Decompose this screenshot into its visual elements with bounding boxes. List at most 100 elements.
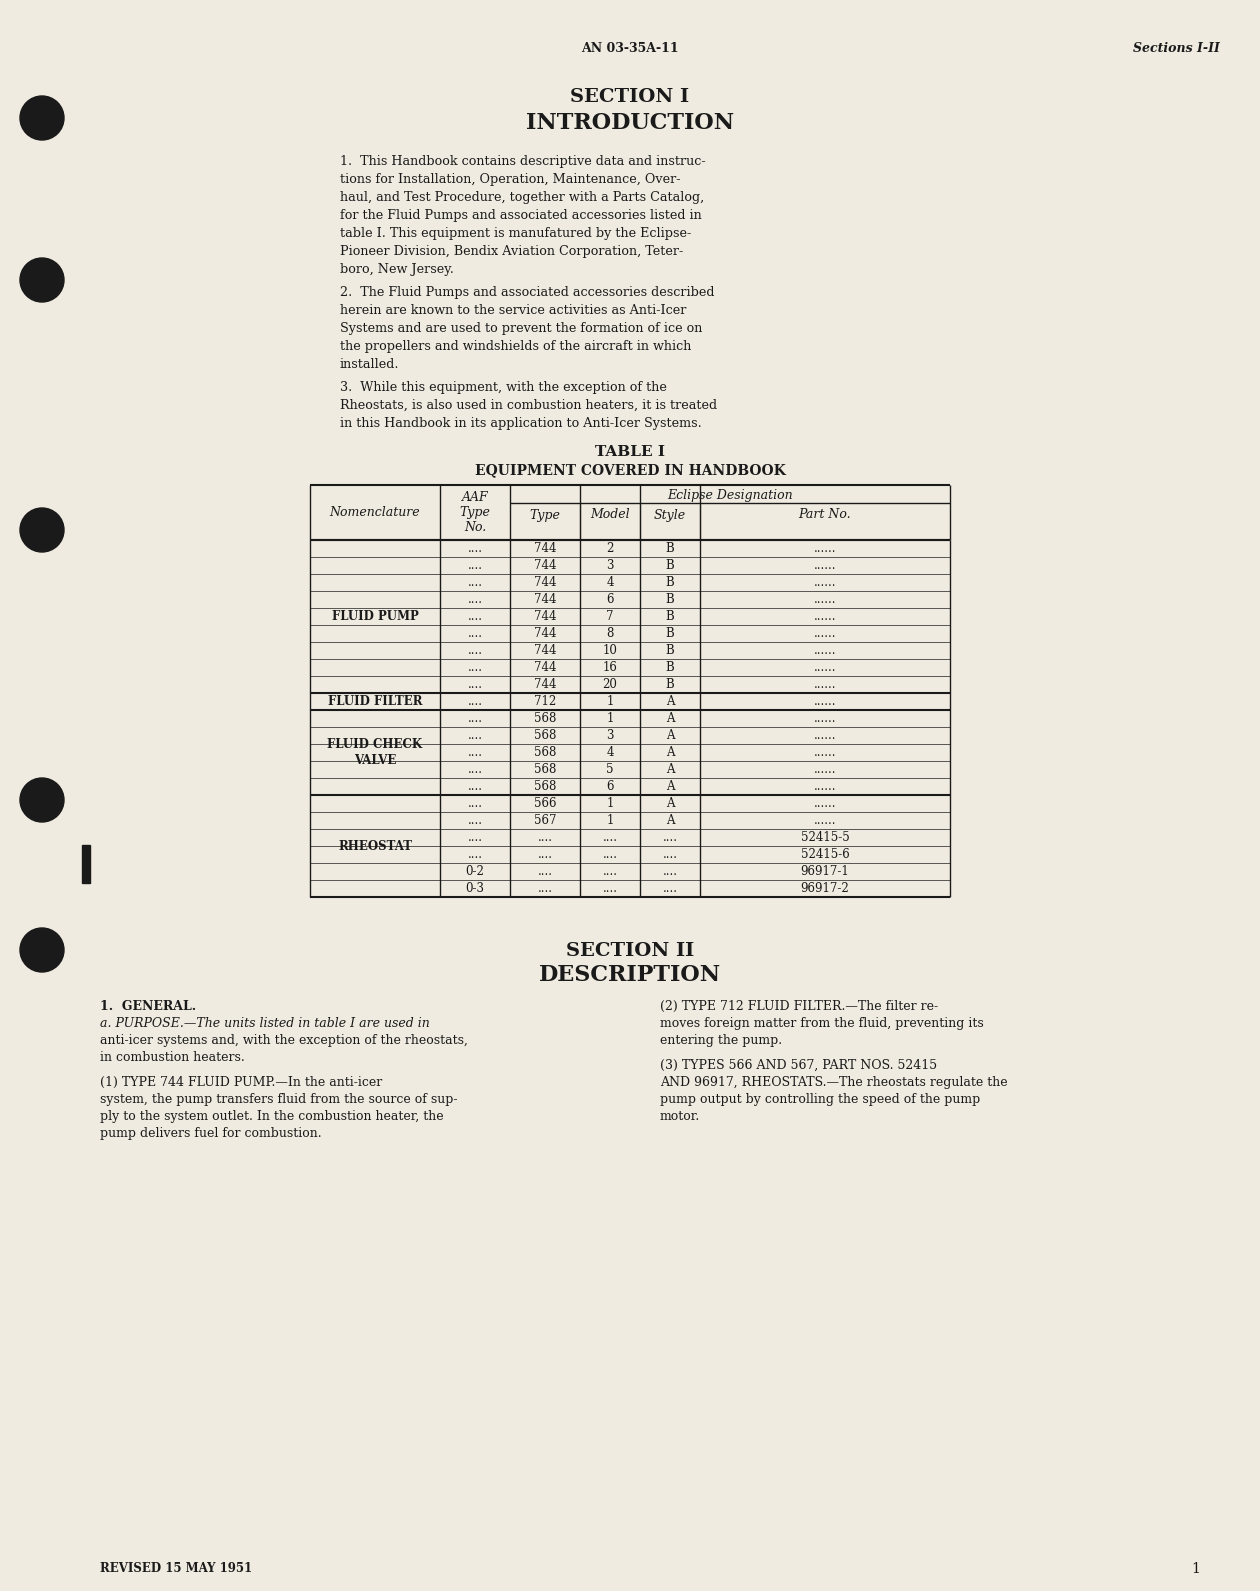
Circle shape [20,778,64,823]
Text: Rheostats, is also used in combustion heaters, it is treated: Rheostats, is also used in combustion he… [340,399,717,412]
Text: Eclipse Designation: Eclipse Designation [668,488,793,501]
Text: 8: 8 [606,627,614,640]
Text: (1) TYPE 744 FLUID PUMP.—In the anti-icer: (1) TYPE 744 FLUID PUMP.—In the anti-ice… [100,1076,382,1088]
Text: FLUID CHECK
VALVE: FLUID CHECK VALVE [328,738,422,767]
Text: 7: 7 [606,609,614,624]
Text: ....: .... [538,866,552,878]
Text: 568: 568 [534,729,556,741]
Text: ......: ...... [814,543,837,555]
Text: B: B [665,593,674,606]
Text: ....: .... [467,558,483,573]
Text: SECTION II: SECTION II [566,942,694,959]
Text: A: A [665,815,674,827]
Text: A: A [665,695,674,708]
Text: ....: .... [663,848,678,861]
Text: entering the pump.: entering the pump. [660,1034,782,1047]
Text: ....: .... [538,831,552,843]
Text: B: B [665,644,674,657]
Text: 744: 744 [534,543,556,555]
Text: 1: 1 [606,815,614,827]
Circle shape [20,508,64,552]
Text: Part No.: Part No. [799,509,852,522]
Text: 744: 744 [534,593,556,606]
Text: ....: .... [663,831,678,843]
Text: ....: .... [467,593,483,606]
Text: INTRODUCTION: INTRODUCTION [525,111,735,134]
Text: Model: Model [590,509,630,522]
Text: B: B [665,660,674,675]
Text: ....: .... [467,678,483,690]
Text: ......: ...... [814,764,837,776]
Text: 0-3: 0-3 [465,881,485,896]
Text: ....: .... [467,627,483,640]
Text: ......: ...... [814,746,837,759]
Text: 1.  This Handbook contains descriptive data and instruc-: 1. This Handbook contains descriptive da… [340,154,706,169]
Text: ......: ...... [814,576,837,589]
Text: Style: Style [654,509,685,522]
Text: ....: .... [467,543,483,555]
Text: SECTION I: SECTION I [571,88,689,107]
Text: 3.  While this equipment, with the exception of the: 3. While this equipment, with the except… [340,380,667,395]
Text: EQUIPMENT COVERED IN HANDBOOK: EQUIPMENT COVERED IN HANDBOOK [475,463,785,477]
Text: 10: 10 [602,644,617,657]
Text: ....: .... [467,576,483,589]
Text: ....: .... [602,831,617,843]
Text: Type: Type [529,509,561,522]
Text: ......: ...... [814,815,837,827]
Text: 568: 568 [534,746,556,759]
Text: 1.  GENERAL.: 1. GENERAL. [100,1001,197,1013]
Text: AAF
Type
No.: AAF Type No. [460,492,490,535]
Text: 1: 1 [606,797,614,810]
Text: motor.: motor. [660,1111,701,1123]
Text: 4: 4 [606,746,614,759]
Text: 5: 5 [606,764,614,776]
Text: TABLE I: TABLE I [595,445,665,458]
Circle shape [20,95,64,140]
Text: 712: 712 [534,695,556,708]
Text: A: A [665,797,674,810]
Text: 566: 566 [534,797,556,810]
Text: 744: 744 [534,609,556,624]
Text: Sections I-II: Sections I-II [1133,41,1220,56]
Text: 744: 744 [534,576,556,589]
Text: 6: 6 [606,780,614,792]
Text: A: A [665,729,674,741]
Text: ....: .... [467,660,483,675]
Text: ....: .... [602,866,617,878]
Text: B: B [665,678,674,690]
Text: ....: .... [467,797,483,810]
Text: in combustion heaters.: in combustion heaters. [100,1052,244,1064]
Text: ....: .... [538,881,552,896]
Text: ......: ...... [814,729,837,741]
Text: Pioneer Division, Bendix Aviation Corporation, Teter-: Pioneer Division, Bendix Aviation Corpor… [340,245,683,258]
Text: A: A [665,746,674,759]
Text: 744: 744 [534,660,556,675]
Text: ....: .... [602,848,617,861]
Text: ....: .... [467,815,483,827]
Text: the propellers and windshields of the aircraft in which: the propellers and windshields of the ai… [340,340,692,353]
Text: ......: ...... [814,660,837,675]
Circle shape [20,258,64,302]
Text: moves foreign matter from the fluid, preventing its: moves foreign matter from the fluid, pre… [660,1017,984,1029]
Text: B: B [665,558,674,573]
Text: tions for Installation, Operation, Maintenance, Over-: tions for Installation, Operation, Maint… [340,173,680,186]
Text: 6: 6 [606,593,614,606]
Text: 52415-6: 52415-6 [800,848,849,861]
Text: AN 03-35A-11: AN 03-35A-11 [581,41,679,56]
Text: ....: .... [467,695,483,708]
Text: 1: 1 [606,695,614,708]
Text: ......: ...... [814,678,837,690]
Text: ......: ...... [814,558,837,573]
Text: ....: .... [467,746,483,759]
Text: 96917-1: 96917-1 [800,866,849,878]
Text: ....: .... [538,848,552,861]
Text: pump delivers fuel for combustion.: pump delivers fuel for combustion. [100,1126,321,1141]
Text: 16: 16 [602,660,617,675]
Text: ....: .... [467,609,483,624]
Text: ......: ...... [814,780,837,792]
Text: 568: 568 [534,780,556,792]
Text: installed.: installed. [340,358,399,371]
Text: FLUID FILTER: FLUID FILTER [328,695,422,708]
Text: B: B [665,609,674,624]
Text: ....: .... [467,848,483,861]
